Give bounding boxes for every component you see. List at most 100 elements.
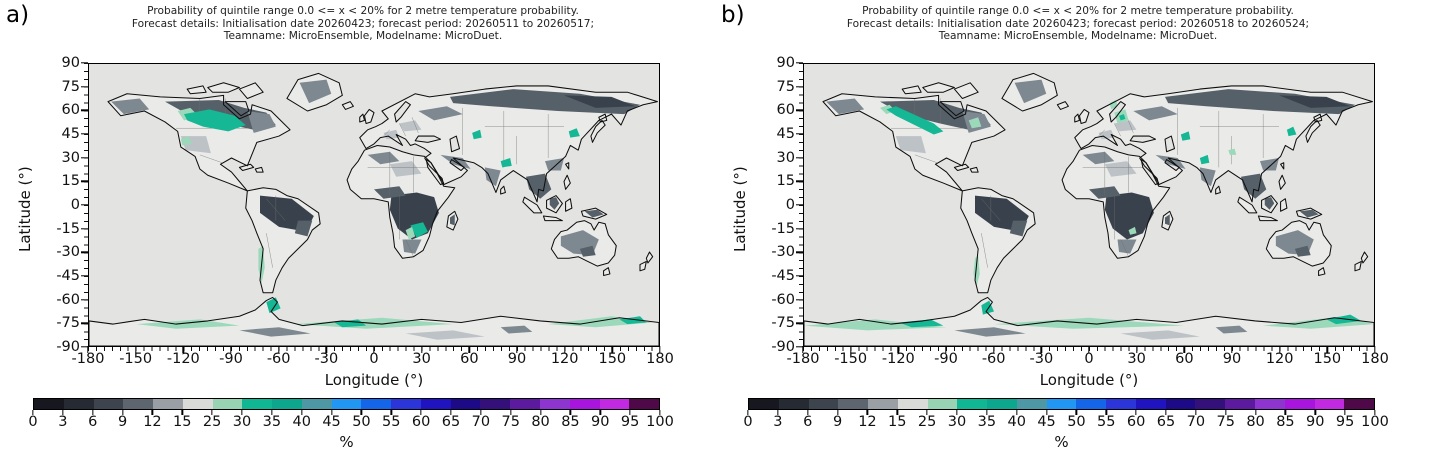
y-tick-label: 0 — [785, 197, 795, 213]
colorbar-segment — [361, 399, 392, 409]
tick-mark — [926, 410, 928, 415]
y-tick-label: 60 — [61, 102, 80, 119]
y-axis-label: Latitude (°) — [731, 166, 749, 252]
tick-mark — [121, 410, 124, 415]
colorbar-segment — [450, 399, 481, 409]
x-tick-labels: -180 -150 -120 -90 -60 -30 0 30 60 90 120 150 180 — [787, 351, 1389, 369]
colorbar-segment — [540, 399, 570, 409]
x-tick-label: -90 — [219, 351, 243, 367]
tick-mark — [450, 410, 452, 415]
x-tick-label: 95 — [620, 414, 640, 430]
tick-mark — [241, 410, 243, 415]
colorbar-tick-labels: 0 3 6 9 12 15 25 30 35 40 45 50 55 60 65 70 75 80 85 90 95 10… — [743, 414, 1388, 432]
tick-mark — [1088, 346, 1090, 353]
tick-mark — [1374, 346, 1376, 353]
y-tick-label: 15 — [61, 173, 80, 190]
x-tick-label: 100 — [646, 414, 674, 430]
tick-mark — [1016, 410, 1018, 415]
y-tick-label: 45 — [776, 126, 795, 142]
tick-mark — [468, 346, 471, 353]
x-tick-label: 65 — [1156, 414, 1176, 430]
tick-mark — [211, 410, 213, 415]
x-tick-label: 60 — [1175, 351, 1194, 367]
x-tick-label: 85 — [1276, 414, 1295, 430]
tick-mark — [277, 346, 280, 353]
panel-b-title: Probability of quintile range 0.0 <= x <… — [775, 5, 1381, 43]
x-tick-label: 12 — [858, 414, 877, 430]
tick-mark — [182, 346, 185, 353]
y-tick-label: 90 — [776, 55, 795, 71]
colorbar-segment — [1344, 399, 1375, 409]
tick-mark — [330, 410, 333, 415]
tick-mark — [599, 410, 601, 415]
x-tick-label: 70 — [1186, 414, 1206, 430]
x-tick-label: 40 — [292, 414, 311, 430]
colorbar-segment — [153, 399, 183, 409]
panel-b: b) Probability of quintile range 0.0 <= … — [715, 0, 1429, 466]
colorbar-unit-label: % — [1054, 433, 1069, 451]
title-line-2: Forecast details: Initialisation date 20… — [846, 17, 1310, 30]
colorbar-segment — [212, 399, 243, 409]
x-tick-label: 70 — [471, 414, 491, 430]
x-tick-label: 9 — [832, 414, 843, 430]
x-tick-label: 65 — [441, 414, 461, 430]
y-tick-label: -75 — [56, 315, 80, 332]
world-map-b — [804, 64, 1374, 346]
tick-mark — [92, 410, 94, 415]
x-tick-label: -180 — [786, 351, 820, 367]
tick-mark — [151, 410, 154, 415]
tick-mark — [1105, 410, 1107, 415]
x-tick-label: 9 — [117, 414, 128, 430]
x-tick-label: -60 — [266, 351, 291, 367]
x-tick-label: 180 — [1361, 351, 1389, 367]
x-tick-label: 60 — [411, 414, 431, 430]
colorbar-segment — [778, 399, 809, 409]
tick-mark — [807, 410, 809, 415]
tick-mark — [360, 410, 363, 415]
colorbar-segment — [927, 399, 958, 409]
colorbar-segment — [1135, 399, 1166, 409]
tick-mark — [516, 346, 518, 353]
tick-mark — [62, 410, 64, 415]
x-tick-label: 30 — [412, 351, 431, 367]
tick-mark — [836, 410, 839, 415]
tick-mark — [1040, 346, 1043, 353]
tick-mark — [1045, 410, 1048, 415]
x-tick-label: 15 — [173, 414, 192, 430]
x-tick-marks — [802, 346, 1376, 353]
x-tick-label: 30 — [232, 414, 252, 430]
y-tick-label: -75 — [771, 315, 795, 332]
x-tick-label: 35 — [977, 414, 997, 430]
x-tick-label: -150 — [834, 351, 868, 367]
y-tick-label: 15 — [776, 173, 795, 190]
colorbar-tick-labels: 0 3 6 9 12 15 25 30 35 40 45 50 55 60 65 70 75 80 85 90 95 10… — [28, 414, 673, 432]
tick-mark — [87, 346, 89, 353]
tick-mark — [796, 346, 803, 348]
x-tick-label: 6 — [88, 414, 98, 430]
colorbar-segment — [569, 399, 600, 409]
colorbar-segment — [1225, 399, 1256, 409]
x-tick-label: 90 — [1222, 351, 1242, 367]
x-tick-label: 15 — [888, 414, 907, 430]
tick-mark — [1314, 410, 1316, 415]
x-tick-label: 55 — [1097, 414, 1116, 430]
colorbar-segment — [242, 399, 273, 409]
tick-mark — [563, 346, 566, 353]
x-tick-label: 30 — [1127, 351, 1146, 367]
title-line-3: Teamname: MicroEnsemble, Modelname: Micr… — [938, 30, 1218, 43]
panel-a: a) Probability of quintile range 0.0 <= … — [0, 0, 714, 466]
colorbar-segment — [1046, 399, 1077, 409]
tick-mark — [81, 346, 88, 348]
tick-mark — [539, 410, 542, 415]
colorbar-segment — [1314, 399, 1345, 409]
colorbar-segment — [1106, 399, 1136, 409]
x-tick-label: 75 — [501, 414, 520, 430]
y-tick-label: 45 — [61, 126, 80, 142]
colorbar-segment — [599, 399, 630, 409]
x-tick-label: 30 — [947, 414, 967, 430]
tick-mark — [325, 346, 328, 353]
tick-mark — [1374, 410, 1376, 415]
colorbar-segment — [272, 399, 302, 409]
title-line-1: Probability of quintile range 0.0 <= x <… — [862, 5, 1294, 17]
